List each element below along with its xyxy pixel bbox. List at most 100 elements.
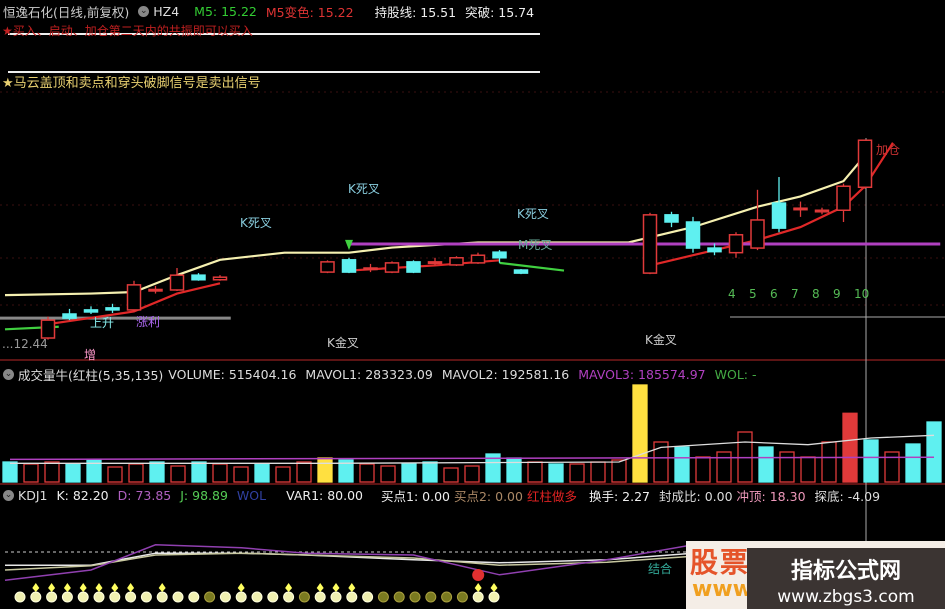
count-number: 6	[770, 287, 778, 301]
rise-label: 上升	[90, 316, 115, 330]
volume-bar	[800, 456, 816, 483]
watermark-www: www	[692, 577, 753, 602]
k-golden-cross-label: K金叉	[327, 336, 359, 350]
volume-bar	[317, 457, 333, 483]
volume-bar	[716, 451, 732, 483]
volume-panel	[2, 384, 942, 483]
signal-dot	[425, 591, 437, 603]
volume-bar	[401, 463, 417, 483]
turnover-value: 换手: 2.27	[588, 489, 651, 504]
volume-bar	[569, 463, 585, 483]
signal-dot	[251, 591, 263, 603]
signal-dot	[267, 591, 279, 603]
moving-average-line	[4, 154, 866, 297]
signal-dot	[346, 591, 358, 603]
count-number: 8	[812, 287, 820, 301]
volume-bar	[65, 463, 81, 483]
candle-body	[105, 307, 120, 311]
buy-point1-value: 买点1: 0.00	[381, 489, 450, 504]
m5-value: M5: 15.22	[194, 4, 257, 19]
signal-dot	[314, 591, 326, 603]
signal-dot	[156, 591, 168, 603]
signal-dot	[393, 591, 405, 603]
signal-diamond-icon	[237, 583, 245, 592]
candle-body	[750, 219, 765, 249]
volume-indicator-name[interactable]: 成交量牛(红柱(5,35,135)	[18, 368, 164, 383]
volume-header: ⌄ 成交量牛(红柱(5,35,135) VOLUME: 515404.16 MA…	[3, 365, 766, 384]
settings-circle-icon[interactable]: ⌄	[138, 6, 150, 17]
count-number: 5	[749, 287, 757, 301]
volume-bar	[86, 459, 102, 483]
moving-average-line	[499, 261, 565, 272]
candle-body	[470, 254, 486, 264]
volume-bar	[191, 461, 207, 483]
signal-diamond-icon	[316, 583, 324, 592]
signal-dot	[219, 591, 231, 603]
k-dead-cross-label: K死叉	[517, 207, 549, 221]
volume-bar	[443, 467, 459, 483]
volume-bar	[485, 453, 501, 483]
volume-bar	[149, 461, 165, 483]
mavol1-value: MAVOL1: 283323.09	[305, 367, 433, 382]
buy-arrow-icon	[345, 239, 353, 251]
volume-bar	[527, 461, 543, 483]
indicator-name[interactable]: HZ4	[153, 4, 180, 19]
candle-body	[642, 214, 658, 274]
k-dead-cross-label: K死叉	[348, 182, 380, 196]
watermark-site-name: 指标公式网	[790, 559, 901, 584]
candle-body	[212, 276, 228, 281]
signal-dot	[77, 591, 89, 603]
candle-body	[40, 319, 56, 339]
signal-dot	[46, 591, 58, 603]
signal-dot	[283, 591, 295, 603]
count-number: 7	[791, 287, 799, 301]
volume-bar	[44, 461, 60, 483]
kdj-header: ⌄ KDJ1 K: 82.20 D: 73.85 J: 98.89 WOL VA…	[3, 486, 889, 505]
candle-body	[836, 185, 851, 211]
candle-body	[793, 207, 808, 211]
volume-bar	[695, 456, 711, 483]
candle-body	[126, 284, 142, 311]
count-number: 10	[854, 287, 870, 301]
kdj-indicator-name[interactable]: KDJ1	[18, 488, 48, 503]
breakout-value: 突破: 15.74	[465, 5, 535, 20]
volume-bar	[842, 412, 858, 483]
signal-diamond-icon	[332, 583, 340, 592]
wol-value: WOL: -	[714, 367, 757, 382]
volume-bar	[359, 463, 375, 483]
signal-diamond-icon	[490, 583, 498, 592]
k-dead-cross-label: K死叉	[240, 216, 272, 230]
settings-circle-icon[interactable]: ⌄	[3, 369, 14, 380]
mavol1-line	[10, 434, 935, 464]
k-golden-cross-label: K金叉	[645, 333, 677, 347]
signal-diamond-icon	[474, 583, 482, 592]
volume-bar	[128, 463, 144, 483]
add-position-label: 加仓	[876, 143, 901, 157]
k-value: K: 82.20	[56, 488, 109, 503]
candle-body	[664, 214, 679, 223]
signal-diamond-icon	[348, 583, 356, 592]
volume-bar	[779, 451, 795, 483]
volume-bar	[905, 443, 921, 483]
j-value: J: 98.89	[180, 488, 228, 503]
volume-bar	[506, 457, 522, 483]
signal-dot	[125, 591, 137, 603]
signal-dot	[377, 591, 389, 603]
candle-body	[148, 288, 163, 292]
signal-diamond-icon	[111, 583, 119, 592]
count-sequence: 4 5 6 7 8 9 10	[728, 287, 875, 301]
volume-bar	[380, 465, 396, 483]
price-panel	[4, 139, 941, 340]
signal-dot	[298, 591, 310, 603]
top-value: 冲顶: 18.30	[736, 489, 806, 504]
signal-diamond-icon	[127, 583, 135, 592]
volume-bar	[107, 466, 123, 483]
signal-dot	[409, 591, 421, 603]
signal-diamond-icon	[95, 583, 103, 592]
mavol3-value: MAVOL3: 185574.97	[578, 367, 706, 382]
candle-body	[857, 139, 873, 188]
settings-circle-icon[interactable]: ⌄	[3, 490, 14, 501]
red-ball-icon	[472, 569, 485, 581]
volume-bar	[632, 384, 648, 483]
